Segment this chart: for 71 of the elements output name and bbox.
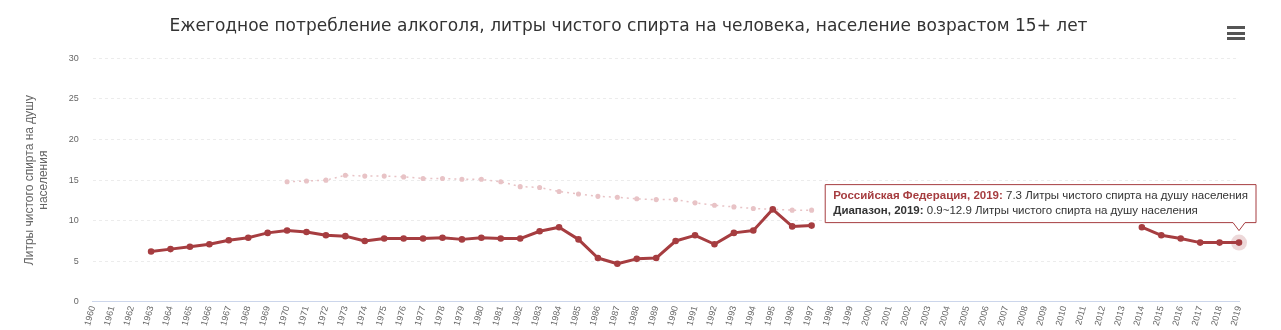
- x-tick-label: 2010: [1053, 304, 1069, 327]
- x-tick-label: 2003: [917, 304, 933, 327]
- x-tick-label: 1991: [684, 304, 700, 327]
- y-tick-label: 15: [68, 174, 79, 185]
- y-tick-label: 0: [73, 296, 79, 307]
- x-tick-label: 2017: [1189, 304, 1205, 327]
- x-tick-label: 1984: [548, 304, 564, 327]
- x-tick-label: 2011: [1073, 304, 1088, 327]
- x-tick-label: 1960: [82, 304, 98, 327]
- x-tick-label: 1976: [393, 304, 408, 327]
- x-tick-label: 2005: [956, 304, 972, 327]
- x-tick-label: 1961: [101, 304, 117, 327]
- x-tick-label: 1992: [703, 304, 719, 327]
- x-tick-label: 2007: [995, 304, 1011, 327]
- x-tick-label: 1978: [431, 304, 447, 327]
- x-tick-label: 2016: [1170, 304, 1186, 327]
- y-tick-label: 10: [68, 215, 79, 226]
- x-tick-label: 2015: [1150, 304, 1166, 327]
- x-tick-label: 1964: [160, 304, 175, 327]
- x-tick-label: 1965: [179, 304, 195, 327]
- x-tick-label: 2000: [859, 304, 875, 327]
- x-tick-label: 2013: [1111, 304, 1127, 327]
- x-tick-label: 1974: [354, 304, 370, 327]
- x-tick-label: 1973: [334, 304, 350, 327]
- x-tick-label: 1971: [295, 304, 311, 327]
- x-tick-label: 2014: [1131, 304, 1147, 327]
- x-tick-label: 1981: [490, 304, 506, 327]
- x-tick-label: 1983: [529, 304, 544, 327]
- x-tick-label: 1977: [412, 304, 428, 327]
- x-tick-label: 1985: [567, 304, 583, 327]
- x-tick-label: 1975: [373, 304, 389, 327]
- chart-title: Ежегодное потребление алкоголя, литры чистого спирта на человека, население возрастом 15+ лет: [169, 14, 1088, 35]
- x-tick-label: 2001: [878, 304, 894, 327]
- x-tick-label: 1982: [509, 304, 525, 327]
- x-tick-label: 1987: [606, 304, 622, 327]
- x-tick-label: 1970: [276, 304, 292, 327]
- y-tick-label: 5: [73, 255, 79, 266]
- x-tick-label: 1962: [121, 304, 136, 327]
- y-tick-label: 30: [68, 52, 79, 63]
- x-tick-label: 1980: [470, 304, 486, 327]
- x-tick-label: 1994: [742, 304, 758, 327]
- x-tick-label: 1988: [626, 304, 642, 327]
- x-tick-label: 1972: [315, 304, 331, 327]
- x-tick-label: 2002: [898, 304, 914, 327]
- x-tick-label: 1963: [140, 304, 156, 327]
- x-tick-label: 1993: [723, 304, 739, 327]
- y-axis-title: Литры чистого спирта на душу населения: [21, 95, 50, 266]
- x-tick-label: 1966: [198, 304, 214, 327]
- annotation: Российская Федерация, 2019: 7.3 Литры чистого спирта на душу населения: [833, 188, 1249, 201]
- x-tick-label: 2006: [975, 304, 991, 327]
- x-tick-label: 1989: [645, 304, 661, 327]
- x-tick-label: 1986: [587, 304, 603, 327]
- y-tick-label: 25: [68, 93, 79, 104]
- x-tick-label: 1968: [237, 304, 253, 327]
- x-tick-label: 1967: [218, 304, 234, 327]
- x-tick-label: 2012: [1092, 304, 1108, 327]
- x-tick-label: 1998: [820, 304, 836, 327]
- x-tick-label: 1996: [781, 304, 797, 327]
- x-tick-label: 1999: [839, 304, 855, 327]
- x-tick-label: 2008: [1014, 304, 1030, 327]
- x-tick-label: 1995: [762, 304, 778, 327]
- x-tick-label: 2009: [1034, 304, 1050, 327]
- x-tick-label: 2019: [1228, 304, 1244, 327]
- x-tick-label: 1979: [451, 304, 467, 327]
- x-tick-label: 1969: [257, 304, 272, 327]
- x-tick-label: 2004: [937, 304, 952, 327]
- x-tick-label: 2018: [1209, 304, 1224, 327]
- annotation: Диапазон, 2019: 0.9~12.9 Литры чистого спирта на душу населения: [833, 203, 1198, 216]
- y-tick-label: 20: [68, 134, 79, 145]
- x-tick-label: 1997: [801, 304, 816, 327]
- x-tick-label: 1990: [665, 304, 680, 327]
